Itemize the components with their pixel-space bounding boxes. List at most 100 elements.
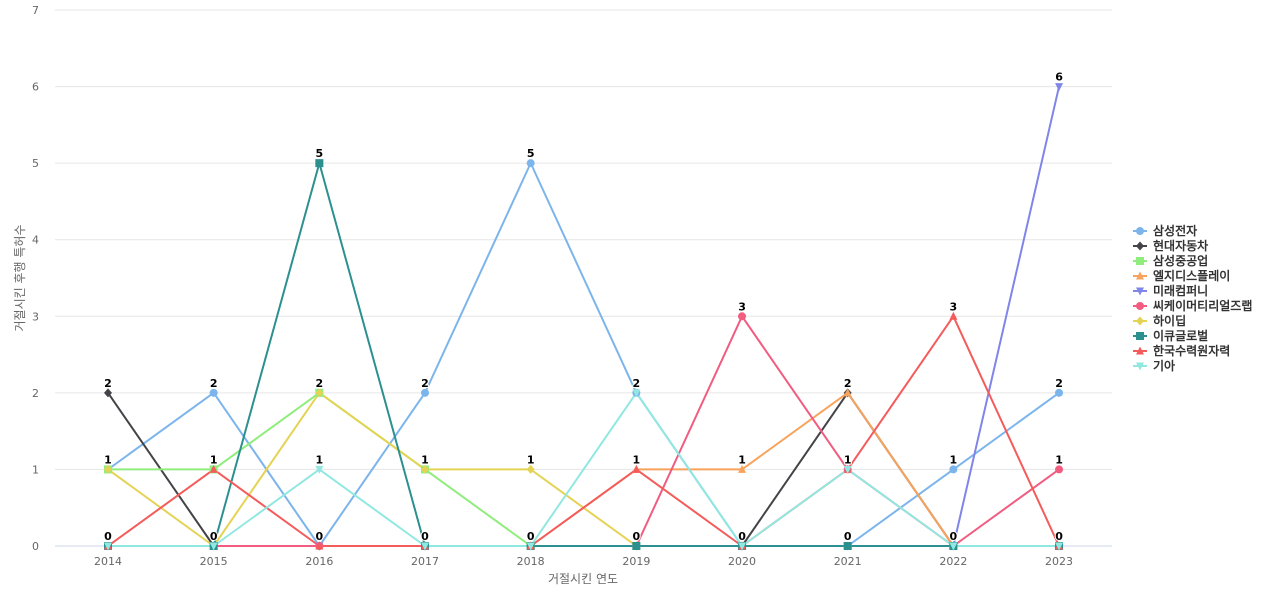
y-axis-title: 거절시킨 후행 특허수: [12, 225, 27, 332]
x-tick-label: 2017: [411, 555, 439, 568]
legend-item[interactable]: 삼성전자: [1133, 223, 1197, 238]
data-label: 1: [527, 453, 535, 466]
y-tick-label: 3: [32, 310, 39, 323]
legend-item[interactable]: 미래컴퍼니: [1133, 283, 1208, 298]
data-point: [949, 465, 958, 474]
data-label: 2: [210, 377, 218, 390]
data-point: [421, 388, 430, 397]
data-point: [1136, 302, 1144, 310]
data-point: [209, 388, 218, 397]
data-point: [526, 159, 535, 168]
data-point: [738, 464, 747, 473]
x-tick-label: 2023: [1045, 555, 1073, 568]
legend-label: 미래컴퍼니: [1153, 283, 1208, 298]
y-tick-label: 4: [32, 234, 39, 247]
data-point: [1055, 542, 1064, 551]
data-label: 5: [527, 147, 535, 160]
grid: [55, 9, 1112, 470]
data-point: [104, 388, 112, 398]
legend-item[interactable]: 이큐글로벌: [1133, 328, 1208, 343]
legend-item[interactable]: 한국수력원자력: [1133, 343, 1230, 358]
data-point: [209, 542, 218, 551]
data-point: [843, 388, 852, 397]
legend-label: 삼성전자: [1153, 223, 1197, 238]
data-point: [843, 465, 852, 474]
data-point: [104, 542, 112, 551]
x-tick-label: 2018: [517, 555, 545, 568]
series-line: [107, 162, 1061, 547]
data-label: 2: [421, 377, 429, 390]
data-point: [1136, 332, 1144, 340]
y-tick-label: 0: [32, 540, 39, 553]
data-point: [421, 542, 430, 551]
data-point: [526, 464, 535, 474]
x-tick-label: 2021: [834, 555, 862, 568]
legend-item[interactable]: 현대자동차: [1133, 238, 1208, 253]
data-point: [209, 464, 218, 473]
series-markers: [104, 83, 1064, 551]
legend-label: 한국수력원자력: [1153, 343, 1230, 358]
data-label: 0: [421, 530, 429, 543]
legend-label: 씨케이머티리얼즈랩: [1153, 298, 1252, 313]
data-point: [1136, 362, 1144, 371]
data-label: 3: [738, 300, 746, 313]
data-point: [843, 542, 852, 550]
legend-item[interactable]: 하이딥: [1133, 313, 1186, 328]
data-point: [1136, 257, 1144, 265]
data-point: [1055, 388, 1064, 397]
data-point: [632, 464, 641, 473]
data-point: [526, 542, 535, 551]
series-lines: [107, 85, 1061, 547]
data-point: [1055, 465, 1064, 474]
y-tick-label: 7: [32, 4, 39, 17]
y-tick-label: 6: [32, 81, 39, 94]
legend-item[interactable]: 기아: [1133, 358, 1175, 373]
data-label: 1: [950, 453, 958, 466]
data-label: 5: [316, 147, 324, 160]
legend[interactable]: 삼성전자현대자동차삼성중공업엘지디스플레이미래컴퍼니씨케이머티리얼즈랩하이딥이큐…: [1133, 223, 1252, 373]
data-label: 2: [104, 377, 112, 390]
data-label: 0: [104, 530, 112, 543]
data-point: [1136, 287, 1144, 296]
data-label: 2: [844, 377, 852, 390]
data-label: 1: [210, 453, 218, 466]
data-point: [315, 388, 324, 398]
y-tick-label: 2: [32, 387, 39, 400]
x-tick-label: 2014: [94, 555, 122, 568]
legend-label: 엘지디스플레이: [1153, 268, 1230, 283]
data-point: [738, 312, 747, 321]
data-label: 1: [1055, 453, 1063, 466]
x-tick-label: 2020: [728, 555, 756, 568]
x-tick-label: 2019: [622, 555, 650, 568]
legend-item[interactable]: 삼성중공업: [1133, 253, 1208, 268]
data-point: [1136, 271, 1144, 280]
data-label: 0: [1055, 530, 1063, 543]
data-label: 1: [844, 453, 852, 466]
legend-item[interactable]: 엘지디스플레이: [1133, 268, 1230, 283]
series-line: [107, 315, 1061, 547]
series-line: [107, 162, 1061, 547]
data-point: [632, 542, 641, 550]
legend-label: 이큐글로벌: [1153, 328, 1208, 343]
data-label: 2: [1055, 377, 1063, 390]
data-point: [632, 389, 641, 398]
data-label: 6: [1055, 71, 1063, 84]
data-point: [1136, 227, 1144, 235]
series-line: [107, 391, 1061, 547]
data-point: [1136, 241, 1144, 251]
x-tick-label: 2015: [200, 555, 228, 568]
data-label: 3: [950, 300, 958, 313]
data-label: 0: [316, 530, 324, 543]
data-label: 1: [104, 453, 112, 466]
data-point: [949, 542, 958, 551]
data-label: 2: [316, 377, 324, 390]
legend-label: 현대자동차: [1153, 238, 1208, 253]
data-point: [315, 465, 324, 474]
legend-label: 하이딥: [1153, 313, 1186, 328]
legend-item[interactable]: 씨케이머티리얼즈랩: [1133, 298, 1252, 313]
y-tick-label: 5: [32, 157, 39, 170]
data-label: 0: [844, 530, 852, 543]
